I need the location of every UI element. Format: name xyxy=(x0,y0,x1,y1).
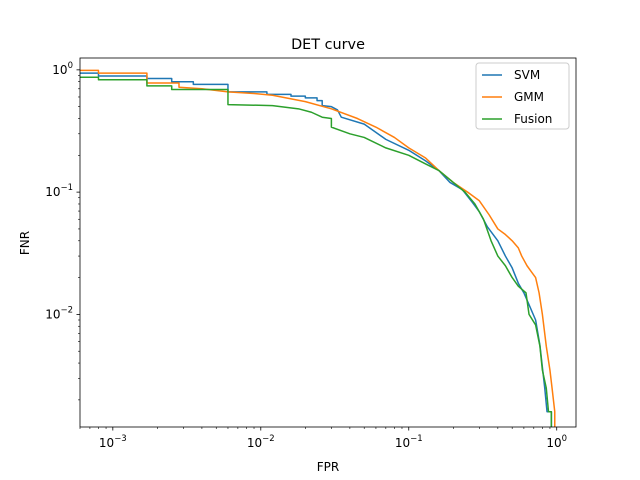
series-line-fusion xyxy=(80,76,553,427)
series-line-svm xyxy=(80,72,553,427)
x-axis-label: FPR xyxy=(317,460,339,474)
x-tick-label: 10−1 xyxy=(395,434,423,450)
legend-label-gmm: GMM xyxy=(514,90,544,104)
x-tick-label: 10−3 xyxy=(99,434,127,450)
x-tick-label: 100 xyxy=(546,434,567,450)
series-group xyxy=(80,69,556,427)
legend-label-fusion: Fusion xyxy=(514,112,552,126)
y-axis-label: FNR xyxy=(18,231,32,255)
plot-area xyxy=(80,69,556,427)
axes-frame xyxy=(79,57,577,428)
axes: 10−3 10−2 10−1 100 10−2 10−1 100 xyxy=(45,57,577,450)
chart-title: DET curve xyxy=(291,37,365,53)
legend-box xyxy=(475,62,570,130)
x-tick-label: 10−2 xyxy=(247,434,275,450)
y-tick-label: 10−2 xyxy=(45,305,73,321)
legend: SVM GMM Fusion xyxy=(475,62,570,130)
y-tick-label: 10−1 xyxy=(45,183,73,199)
y-tick-label: 100 xyxy=(52,61,73,77)
legend-label-svm: SVM xyxy=(514,68,540,82)
